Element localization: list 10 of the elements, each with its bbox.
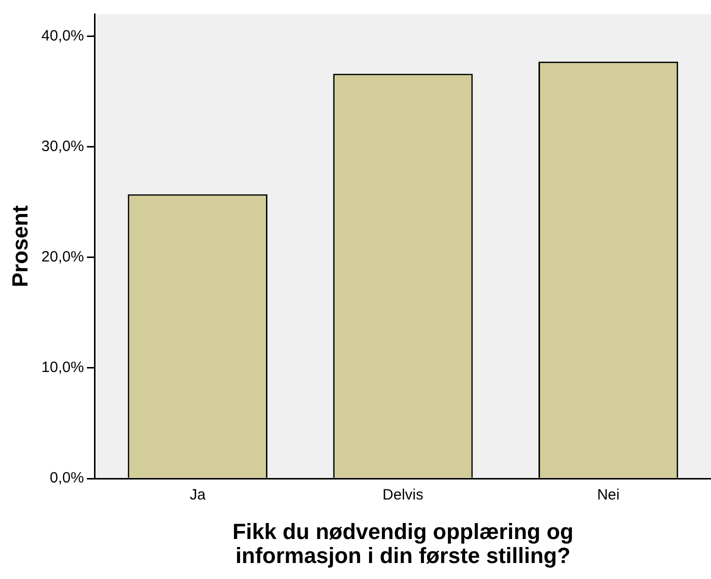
x-tick-label: Nei — [597, 486, 620, 504]
x-tick-label: Ja — [190, 486, 206, 504]
y-axis-title: Prosent — [7, 204, 32, 288]
y-tick-label: 10,0% — [41, 359, 84, 376]
y-tick-label: 0,0% — [50, 470, 84, 487]
y-tick-label: 20,0% — [41, 248, 84, 266]
y-tick-label: 40,0% — [41, 27, 84, 44]
x-tick-label: Delvis — [382, 486, 424, 504]
y-tick-label: 30,0% — [41, 138, 84, 155]
x-axis-title: Fikk du nødvendig opplæring og informasjon i din første stilling? — [232, 518, 574, 568]
